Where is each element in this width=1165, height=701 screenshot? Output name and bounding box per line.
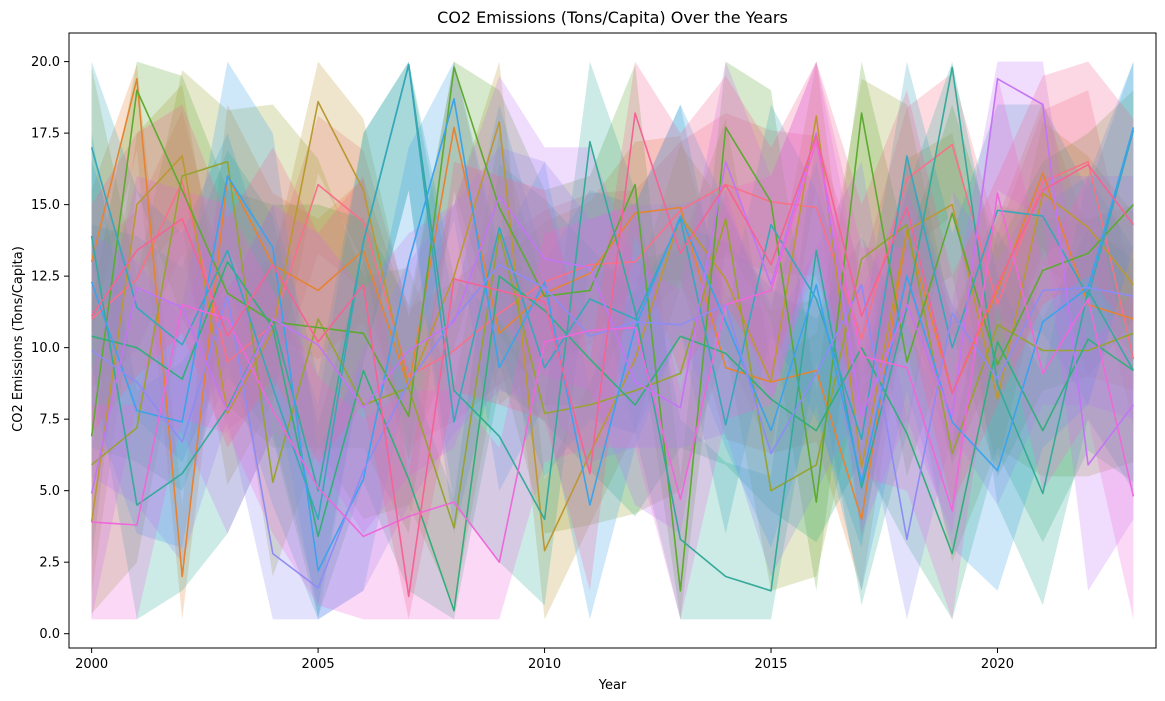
series-8-band [91, 61, 1134, 620]
series-2-band [91, 61, 1134, 620]
plot-frame [68, 32, 1157, 649]
y-tick-label: 7.5 [39, 413, 60, 428]
series-4-band [91, 67, 1134, 614]
x-tick-label: 2000 [75, 657, 108, 672]
series-6-line [91, 260, 1134, 612]
x-tick-label: 2020 [981, 657, 1014, 672]
x-tick-label: 2015 [754, 657, 787, 672]
series-11-band [91, 61, 1134, 620]
confidence-bands [91, 61, 1134, 620]
y-axis-label: CO2 Emissions (Tons/Capita) [11, 246, 26, 432]
y-tick-label: 17.5 [31, 127, 60, 142]
series-13-line [90, 112, 1135, 598]
x-axis-label: Year [598, 678, 627, 693]
y-tick-label: 20.0 [31, 55, 60, 70]
series-11-line [90, 78, 1135, 494]
y-axis-ticks: 0.0 2.5 5.0 7.5 10.0 12.5 15.0 17.5 20.0 [31, 55, 69, 642]
series-lines [90, 63, 1135, 612]
y-tick-label: 2.5 [39, 556, 60, 571]
series-12-band [91, 61, 1134, 620]
series-9-band [91, 61, 1134, 620]
series-12-line [91, 140, 1135, 564]
series-13-band [91, 61, 1134, 620]
series-3-band [91, 61, 1134, 620]
series-4-line [91, 160, 1134, 529]
x-axis-ticks: 2000 2005 2010 2015 2020 [75, 648, 1014, 672]
y-tick-label: 0.0 [39, 627, 60, 642]
series-7-band [91, 61, 1134, 620]
y-tick-label: 15.0 [31, 198, 60, 213]
chart-title: CO2 Emissions (Tons/Capita) Over the Yea… [437, 8, 788, 27]
y-tick-label: 5.0 [39, 484, 60, 499]
x-tick-label: 2010 [528, 657, 561, 672]
series-1-line [91, 143, 1135, 378]
series-9-line [90, 98, 1135, 572]
y-tick-label: 10.0 [31, 341, 60, 356]
y-tick-label: 12.5 [31, 270, 60, 285]
series-5-band [91, 61, 1134, 620]
x-tick-label: 2005 [302, 657, 335, 672]
